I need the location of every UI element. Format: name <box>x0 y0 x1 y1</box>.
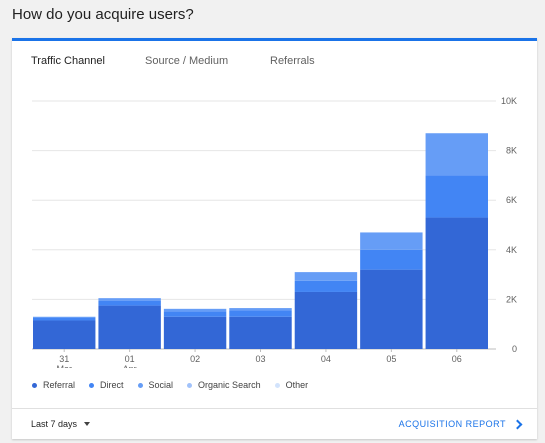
y-tick-label: 2K <box>506 294 517 304</box>
date-range-label: Last 7 days <box>31 419 78 429</box>
bar-segment-referral[interactable] <box>98 305 161 349</box>
bar-segment-direct[interactable] <box>294 280 358 292</box>
x-tick-month-label: Mar <box>56 364 72 368</box>
bar-segment-direct[interactable] <box>163 311 227 317</box>
tab-traffic-channel[interactable]: Traffic Channel <box>31 55 105 67</box>
chart-legend: Referral Direct Social Organic Search Other <box>32 378 308 392</box>
bar-segment-direct[interactable] <box>98 300 161 306</box>
x-tick-month-label: Apr <box>123 364 137 368</box>
bar-segment-direct[interactable] <box>33 318 96 321</box>
legend-label: Organic Search <box>198 380 261 390</box>
active-tab-indicator <box>12 38 125 41</box>
y-tick-label: 10K <box>501 96 517 106</box>
bar-segment-social[interactable] <box>98 298 161 301</box>
x-tick-label: 31 <box>59 354 69 364</box>
bar-segment-social[interactable] <box>33 316 96 318</box>
x-tick-label: 06 <box>452 354 462 364</box>
x-tick-label: 01 <box>125 354 135 364</box>
y-tick-label: 0 <box>512 344 517 354</box>
bar-segment-social[interactable] <box>163 308 227 312</box>
legend-label: Referral <box>43 380 76 390</box>
legend-label: Social <box>148 380 174 390</box>
legend-item-organic-search[interactable]: Organic Search <box>187 380 261 390</box>
legend-swatch <box>187 382 193 388</box>
caret-down-icon <box>84 422 91 426</box>
y-tick-label: 8K <box>506 146 517 156</box>
bar-segment-direct[interactable] <box>229 310 292 317</box>
bar-segment-referral[interactable] <box>294 291 358 349</box>
report-link-label: ACQUISITION REPORT <box>398 419 506 429</box>
tab-source-medium[interactable]: Source / Medium <box>145 55 229 67</box>
bar-segment-social[interactable] <box>294 272 358 281</box>
tab-referrals[interactable]: Referrals <box>270 55 315 67</box>
legend-swatch <box>274 382 280 388</box>
legend-item-direct[interactable]: Direct <box>89 380 124 390</box>
acquisition-report-link[interactable]: ACQUISITION REPORT <box>398 419 523 429</box>
bar-segment-referral[interactable] <box>425 217 488 349</box>
bar-segment-referral[interactable] <box>229 316 292 349</box>
bar-segment-social[interactable] <box>425 133 488 176</box>
bar-segment-referral[interactable] <box>33 320 96 349</box>
acquisition-card: Traffic Channel Source / Medium Referral… <box>12 38 537 439</box>
bar-segment-social[interactable] <box>360 232 423 250</box>
legend-label: Direct <box>100 380 124 390</box>
tab-bar: Traffic Channel Source / Medium Referral… <box>31 55 527 75</box>
y-tick-label: 6K <box>506 195 517 205</box>
bar-segment-referral[interactable] <box>360 269 423 349</box>
legend-swatch <box>32 382 37 388</box>
legend-item-social[interactable]: Social <box>137 380 174 390</box>
y-tick-label: 4K <box>506 245 517 255</box>
legend-label: Other <box>285 380 309 390</box>
bar-segment-direct[interactable] <box>425 175 488 218</box>
acquisition-chart: 0 2K 4K 6K 8K 10K 31Mar 01Apr 02 03 04 05 06 <box>32 96 517 368</box>
chevron-right-icon <box>512 419 523 429</box>
bar-segment-social[interactable] <box>229 308 292 311</box>
legend-swatch <box>137 382 143 388</box>
x-tick-label: 04 <box>321 354 331 364</box>
legend-item-other[interactable]: Other <box>274 380 309 390</box>
legend-item-referral[interactable]: Referral <box>32 380 75 390</box>
legend-swatch <box>89 382 95 388</box>
date-range-dropdown[interactable]: Last 7 days <box>31 419 91 429</box>
bar-segment-direct[interactable] <box>360 249 423 270</box>
card-footer: Last 7 days ACQUISITION REPORT <box>12 408 537 439</box>
x-tick-label: 05 <box>386 354 396 364</box>
bar-segment-referral[interactable] <box>163 316 227 349</box>
x-tick-label: 02 <box>190 354 200 364</box>
x-tick-label: 03 <box>255 354 265 364</box>
section-heading: How do you acquire users? <box>12 6 194 23</box>
